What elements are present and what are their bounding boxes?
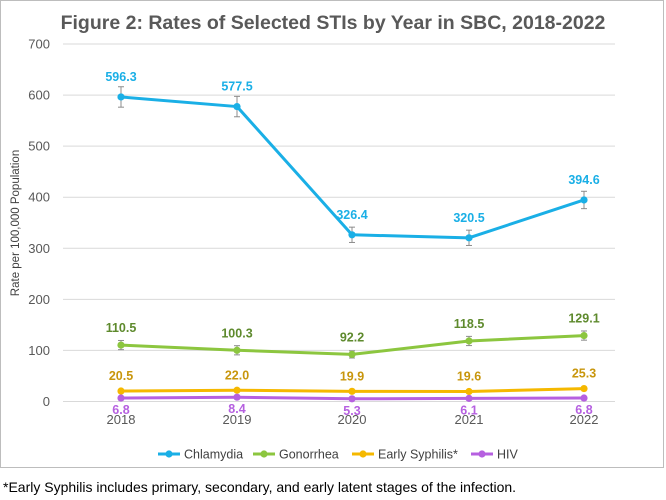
- legend-label-early-syphilis: Early Syphilis*: [378, 448, 458, 462]
- data-point-chlamydia-2022: [580, 196, 588, 204]
- y-tick-label-500: 500: [28, 139, 50, 154]
- data-point-hiv-2021: [465, 394, 473, 402]
- data-point-early-syphilis-2018: [117, 387, 125, 395]
- data-point-early-syphilis-2022: [580, 384, 588, 393]
- y-axis-label: Rate per 100,000 Population: [10, 150, 22, 296]
- legend-label-hiv: HIV: [497, 448, 519, 462]
- data-point-hiv-2020: [348, 395, 356, 403]
- data-label-early-syphilis-2021: 19.6: [457, 369, 481, 383]
- x-tick-label-2019: 2019: [223, 412, 252, 427]
- legend-swatch-marker-chlamydia: [165, 450, 173, 458]
- data-point-chlamydia-2019: [233, 102, 241, 111]
- legend-swatch-marker-early-syphilis: [359, 450, 367, 458]
- data-label-early-syphilis-2022: 25.3: [572, 367, 596, 381]
- data-point-early-syphilis-2019: [233, 386, 241, 394]
- data-label-gonorrhea-2019: 100.3: [221, 326, 252, 340]
- data-label-hiv-2022: 6.8: [575, 403, 592, 417]
- line-chart: Figure 2: Rates of Selected STIs by Year…: [10, 12, 615, 462]
- data-point-early-syphilis-2020: [348, 387, 356, 395]
- y-tick-label-100: 100: [28, 343, 50, 358]
- data-label-early-syphilis-2020: 19.9: [340, 369, 364, 383]
- y-tick-label-600: 600: [28, 88, 50, 103]
- data-label-chlamydia-2019: 577.5: [221, 80, 252, 94]
- y-tick-label-300: 300: [28, 241, 50, 256]
- data-point-gonorrhea-2021: [465, 337, 473, 345]
- data-label-hiv-2020: 5.3: [343, 404, 360, 418]
- legend-swatch-marker-gonorrhea: [260, 450, 268, 458]
- x-tick-label-2018: 2018: [107, 412, 136, 427]
- data-point-hiv-2019: [233, 393, 241, 401]
- data-point-chlamydia-2018: [117, 93, 125, 101]
- data-point-hiv-2022: [580, 394, 588, 402]
- data-label-gonorrhea-2018: 110.5: [106, 321, 137, 335]
- data-label-hiv-2021: 6.1: [460, 403, 477, 417]
- data-label-chlamydia-2022: 394.6: [568, 173, 599, 187]
- data-point-gonorrhea-2022: [580, 331, 588, 340]
- data-point-gonorrhea-2018: [117, 341, 125, 349]
- legend-label-gonorrhea: Gonorrhea: [279, 448, 339, 462]
- chart-title: Figure 2: Rates of Selected STIs by Year…: [61, 12, 606, 34]
- x-tick-label-2022: 2022: [570, 412, 599, 427]
- data-label-early-syphilis-2018: 20.5: [109, 369, 133, 383]
- data-label-chlamydia-2018: 596.3: [105, 70, 136, 84]
- y-tick-label-200: 200: [28, 292, 50, 307]
- data-label-hiv-2019: 8.4: [228, 402, 245, 416]
- y-tick-label-0: 0: [43, 394, 50, 409]
- data-point-hiv-2018: [117, 394, 125, 402]
- data-label-hiv-2018: 6.8: [112, 403, 129, 417]
- legend-swatch-marker-hiv: [478, 450, 486, 458]
- data-point-chlamydia-2021: [465, 234, 473, 242]
- data-label-early-syphilis-2019: 22.0: [225, 368, 249, 382]
- data-label-gonorrhea-2021: 118.5: [454, 317, 485, 331]
- data-label-gonorrhea-2022: 129.1: [568, 312, 599, 326]
- data-label-gonorrhea-2020: 92.2: [340, 330, 364, 344]
- footnote: *Early Syphilis includes primary, second…: [3, 479, 517, 495]
- x-tick-label-2020: 2020: [338, 412, 367, 427]
- legend-label-chlamydia: Chlamydia: [184, 448, 243, 462]
- x-tick-label-2021: 2021: [455, 412, 484, 427]
- data-point-gonorrhea-2019: [233, 346, 241, 354]
- data-point-chlamydia-2020: [348, 231, 356, 239]
- data-label-chlamydia-2020: 326.4: [336, 208, 367, 222]
- y-tick-label-700: 700: [28, 37, 50, 52]
- data-point-early-syphilis-2021: [465, 387, 473, 396]
- y-tick-label-400: 400: [28, 190, 50, 205]
- data-point-gonorrhea-2020: [348, 350, 356, 359]
- data-label-chlamydia-2021: 320.5: [453, 211, 484, 225]
